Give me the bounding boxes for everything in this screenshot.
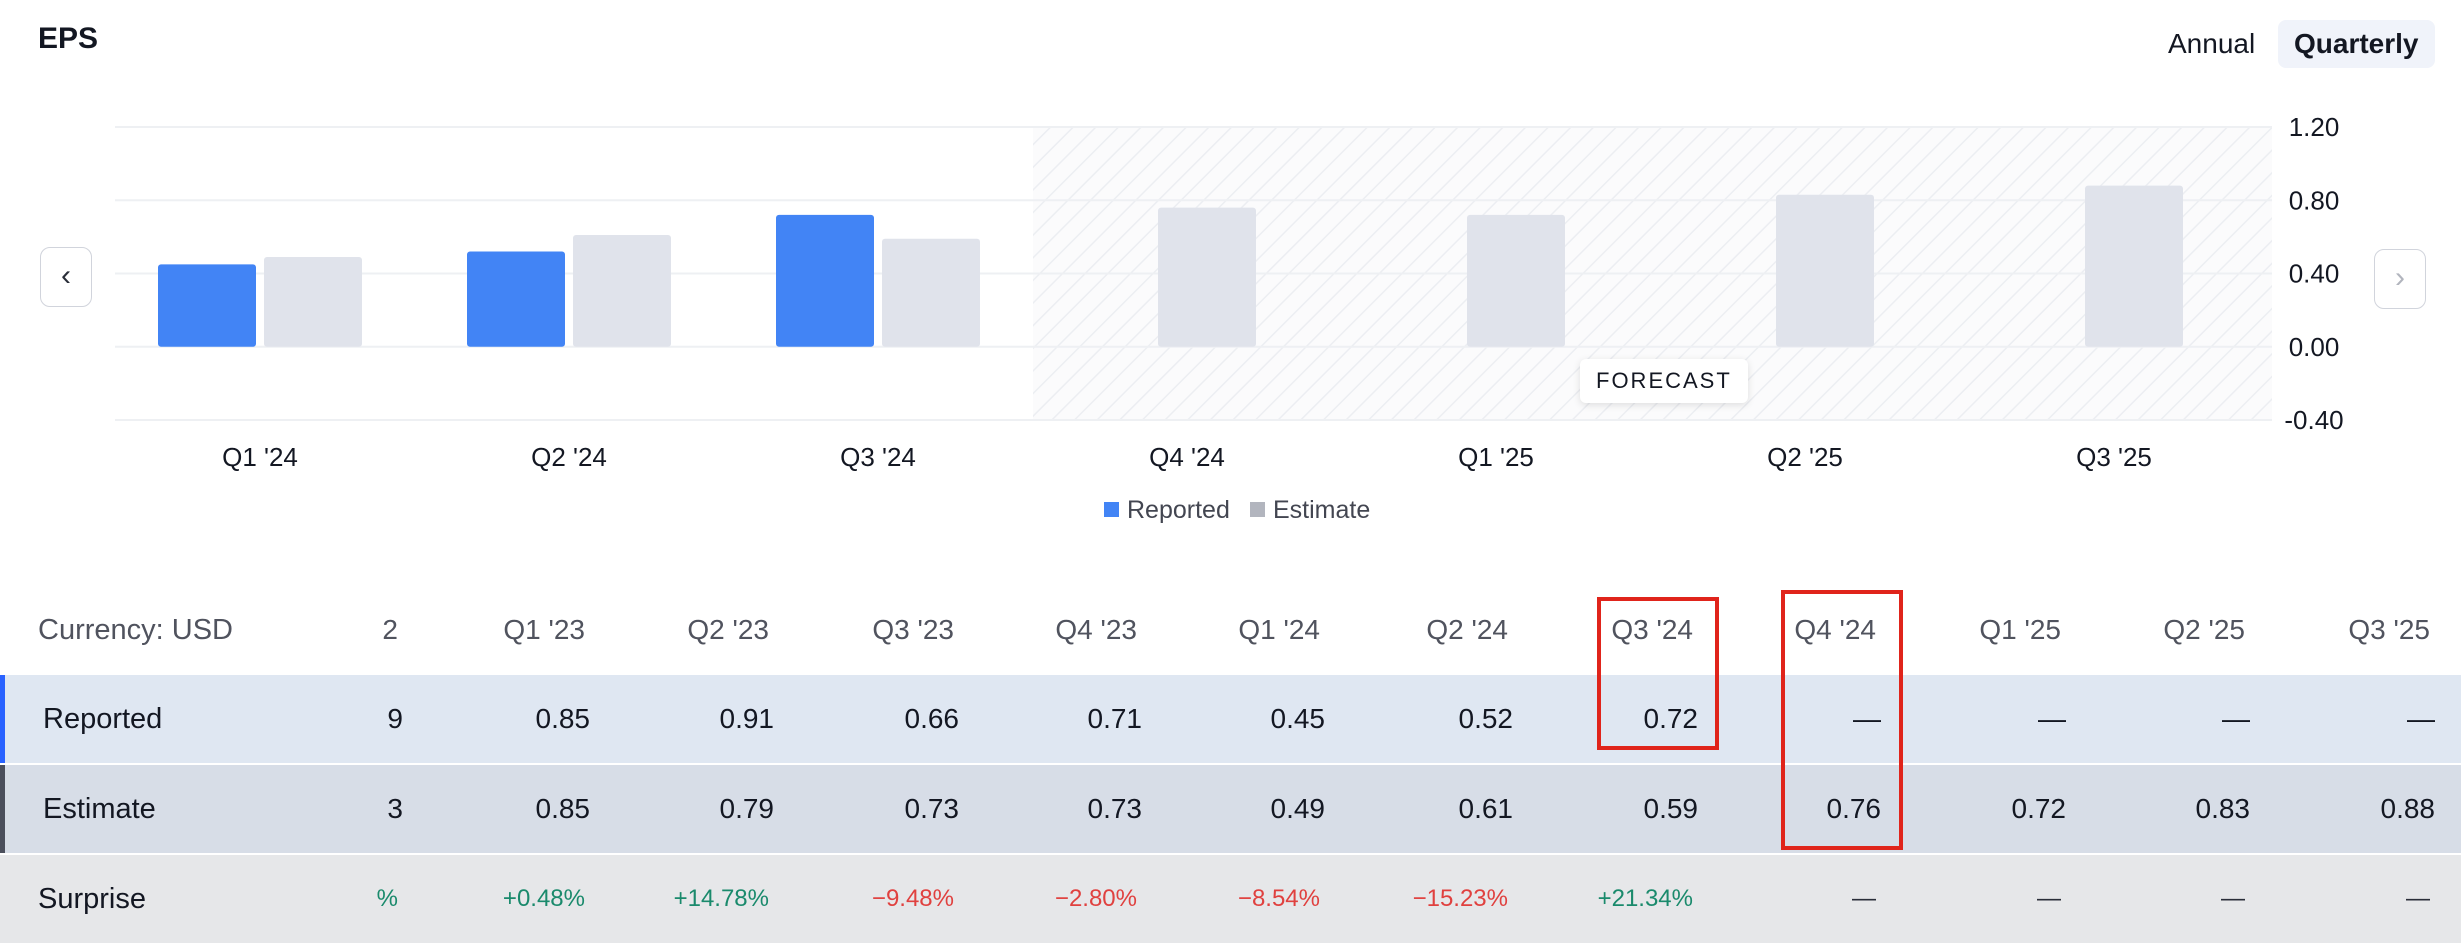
table-cell: % bbox=[376, 885, 398, 912]
legend-estimate[interactable]: Estimate bbox=[1250, 496, 1370, 525]
x-tick-label: Q1 '25 bbox=[1458, 442, 1534, 472]
x-tick-label: Q4 '24 bbox=[1149, 442, 1225, 472]
table-cell: 0.49 bbox=[1270, 793, 1326, 824]
table-cell: 0.85 bbox=[535, 703, 591, 734]
x-tick-label: Q1 '24 bbox=[222, 442, 298, 472]
bar-estimate[interactable] bbox=[2085, 185, 2183, 347]
bar-estimate[interactable] bbox=[573, 235, 671, 347]
row-label-surprise: Surprise bbox=[38, 883, 146, 915]
table-cell: 0.88 bbox=[2380, 793, 2436, 824]
table-row-surprise[interactable]: Surprise % +0.48% +14.78% −9.48% −2.80% −8.54… bbox=[0, 855, 2461, 943]
y-tick-label: 0.40 bbox=[2289, 259, 2340, 289]
table-cell: — bbox=[1852, 885, 1876, 912]
y-tick-label: 0.00 bbox=[2289, 332, 2340, 362]
column-header: Q3 '24 bbox=[1611, 614, 1693, 645]
column-header: Q4 '23 bbox=[1055, 614, 1137, 645]
legend-swatch-estimate bbox=[1250, 502, 1265, 517]
x-axis-labels: Q1 '24 Q2 '24 Q3 '24 Q4 '24 Q1 '25 Q2 '25 Q3 '… bbox=[222, 442, 2152, 472]
column-header: Q3 '23 bbox=[872, 614, 954, 645]
x-tick-label: Q3 '24 bbox=[840, 442, 916, 472]
forecast-label: FORECAST bbox=[1580, 359, 1748, 403]
table-cell: — bbox=[2038, 703, 2066, 734]
table-cell: 0.52 bbox=[1458, 703, 1514, 734]
bar-reported[interactable] bbox=[467, 251, 565, 347]
table-row-reported[interactable]: Reported 9 0.85 0.91 0.66 0.71 0.45 0.52 0.72 — —… bbox=[0, 675, 2461, 763]
table-cell: 0.72 bbox=[1643, 703, 1699, 734]
bar-estimate[interactable] bbox=[1776, 194, 1874, 347]
quarterly-toggle-button[interactable]: Quarterly bbox=[2278, 20, 2435, 68]
y-tick-label: 0.80 bbox=[2289, 185, 2340, 215]
column-header: Q2 '25 bbox=[2163, 614, 2245, 645]
table-cell: +21.34% bbox=[1597, 885, 1693, 912]
table-cell: 0.73 bbox=[1087, 793, 1143, 824]
x-tick-label: Q2 '24 bbox=[531, 442, 607, 472]
legend-swatch-reported bbox=[1104, 502, 1119, 517]
column-header: Q3 '25 bbox=[2348, 614, 2430, 645]
row-label-reported: Reported bbox=[43, 703, 163, 735]
legend-label-estimate: Estimate bbox=[1273, 496, 1371, 524]
bar-reported[interactable] bbox=[776, 214, 874, 347]
currency-label: Currency: USD bbox=[38, 614, 233, 646]
legend-reported[interactable]: Reported bbox=[1104, 496, 1230, 525]
highlight-box-q4-24 bbox=[1781, 590, 1903, 850]
table-cell: 0.83 bbox=[2195, 793, 2251, 824]
table-cell: 3 bbox=[387, 793, 403, 824]
chart-bars bbox=[158, 185, 2183, 347]
x-tick-label: Q2 '25 bbox=[1767, 442, 1843, 472]
column-header: 2 bbox=[382, 614, 398, 645]
table-header-row: Currency: USD 2 Q1 '23 Q2 '23 Q3 '23 Q4 '23 Q… bbox=[0, 585, 2461, 675]
bar-estimate[interactable] bbox=[1158, 207, 1256, 347]
table-cell: +14.78% bbox=[673, 885, 769, 912]
chart-next-button[interactable]: › bbox=[2374, 249, 2426, 309]
table-cell: −9.48% bbox=[871, 885, 954, 912]
table-cell: 0.71 bbox=[1087, 703, 1143, 734]
highlight-box-q3-24 bbox=[1597, 597, 1719, 750]
annual-toggle-button[interactable]: Annual bbox=[2168, 28, 2256, 59]
table-cell: — bbox=[1853, 703, 1881, 734]
table-cell: 0.76 bbox=[1826, 793, 1882, 824]
table-cell: 9 bbox=[387, 703, 403, 734]
chart-prev-button[interactable]: ‹ bbox=[40, 247, 92, 307]
column-header: Q4 '24 bbox=[1794, 614, 1876, 645]
bar-estimate[interactable] bbox=[882, 238, 980, 347]
table-cell: — bbox=[2406, 885, 2430, 912]
column-header: Q1 '23 bbox=[503, 614, 585, 645]
table-cell: 0.59 bbox=[1643, 793, 1699, 824]
legend-label-reported: Reported bbox=[1127, 496, 1230, 524]
row-label-estimate: Estimate bbox=[43, 793, 156, 825]
chart-title: EPS bbox=[38, 22, 99, 55]
table-cell: 0.66 bbox=[904, 703, 960, 734]
table-cell: — bbox=[2222, 703, 2250, 734]
y-axis-labels: 1.20 0.80 0.40 0.00 -0.40 bbox=[2284, 112, 2343, 435]
column-header: Q2 '24 bbox=[1426, 614, 1508, 645]
table-cell: 0.85 bbox=[535, 793, 591, 824]
bar-estimate[interactable] bbox=[264, 257, 362, 347]
y-tick-label: -0.40 bbox=[2284, 405, 2343, 435]
table-cell: 0.91 bbox=[719, 703, 775, 734]
table-cell: −15.23% bbox=[1412, 885, 1508, 912]
column-header: Q1 '24 bbox=[1238, 614, 1320, 645]
table-cell: −8.54% bbox=[1237, 885, 1320, 912]
table-cell: 0.79 bbox=[719, 793, 775, 824]
eps-bar-chart: Q1 '24 Q2 '24 Q3 '24 Q4 '24 Q1 '25 Q2 '25 Q3 '… bbox=[115, 112, 2344, 472]
table-cell: — bbox=[2221, 885, 2245, 912]
table-row-estimate[interactable]: Estimate 3 0.85 0.79 0.73 0.73 0.49 0.61 0.59 0.… bbox=[0, 765, 2461, 853]
column-header: Q1 '25 bbox=[1979, 614, 2061, 645]
bar-estimate[interactable] bbox=[1467, 214, 1565, 347]
table-cell: 0.73 bbox=[904, 793, 960, 824]
table-cell: +0.48% bbox=[502, 885, 585, 912]
x-tick-label: Q3 '25 bbox=[2076, 442, 2152, 472]
table-cell: 0.72 bbox=[2011, 793, 2067, 824]
column-header: Q2 '23 bbox=[687, 614, 769, 645]
table-cell: — bbox=[2037, 885, 2061, 912]
table-cell: 0.45 bbox=[1270, 703, 1326, 734]
bar-reported[interactable] bbox=[158, 264, 256, 347]
table-cell: −2.80% bbox=[1054, 885, 1137, 912]
table-cell: 0.61 bbox=[1458, 793, 1514, 824]
y-tick-label: 1.20 bbox=[2289, 112, 2340, 142]
table-cell: — bbox=[2407, 703, 2435, 734]
